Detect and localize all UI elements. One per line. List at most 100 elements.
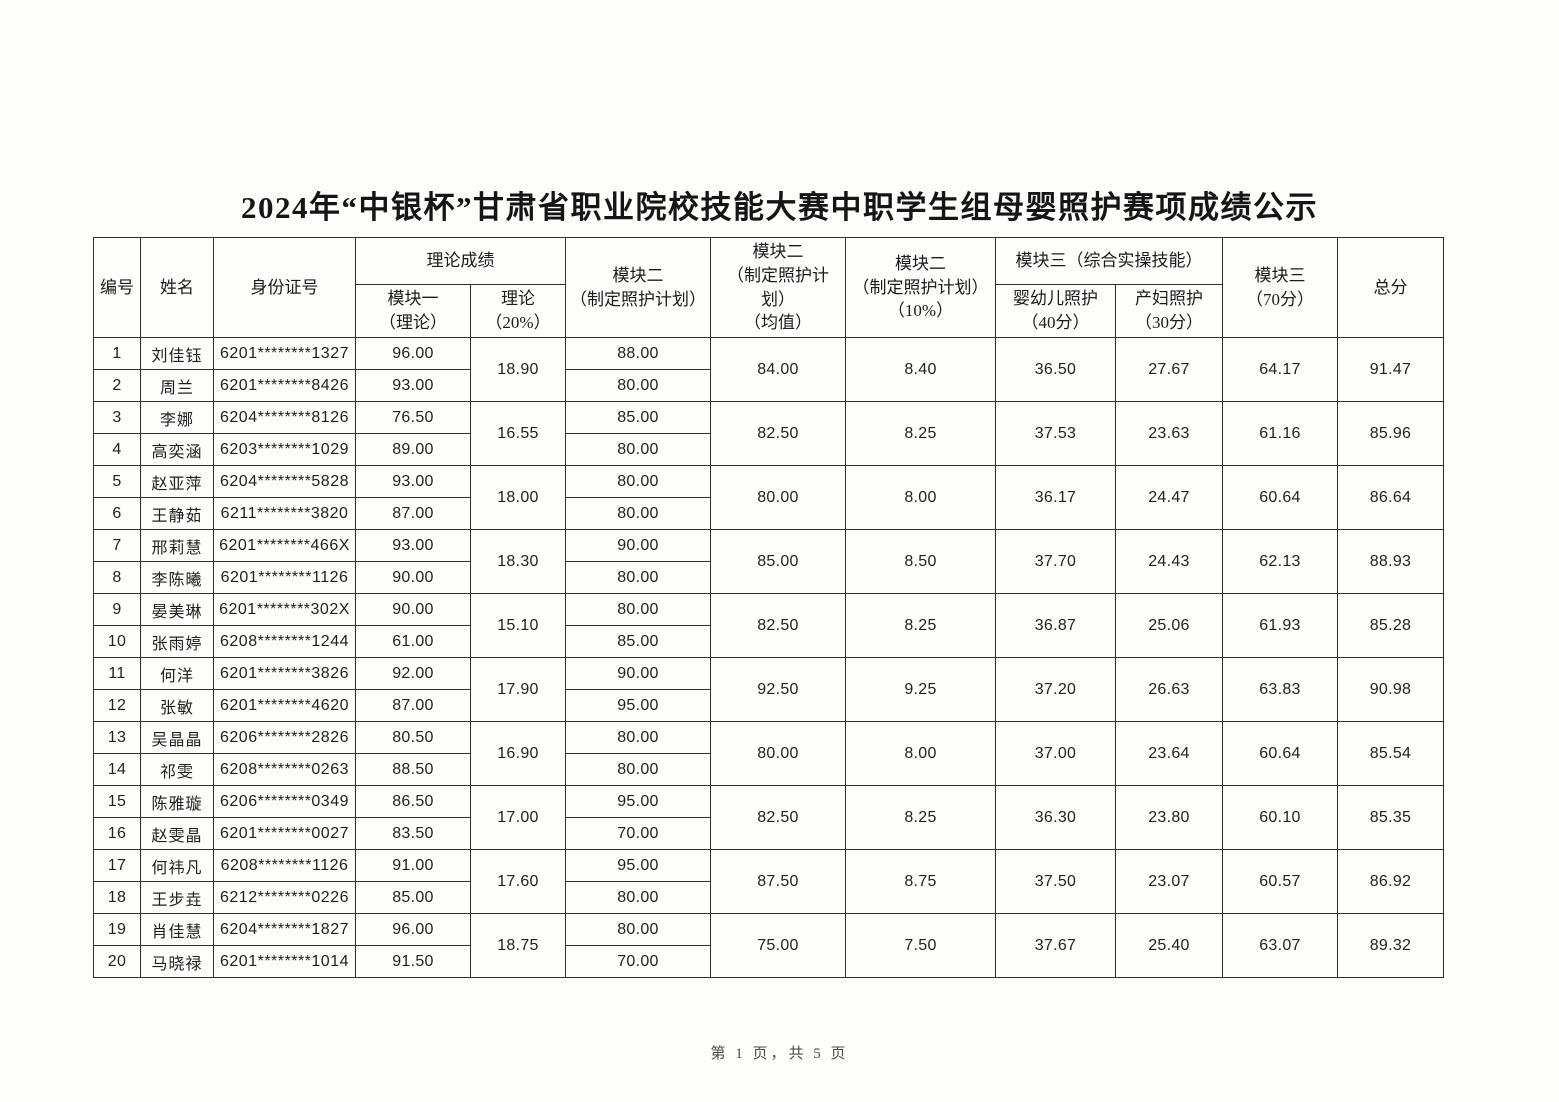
- cell-name: 邢莉慧: [140, 529, 214, 563]
- cell-name: 吴晶晶: [140, 721, 214, 755]
- cell-id: 6204********1827: [213, 913, 356, 947]
- cell-module1: 61.00: [355, 625, 471, 659]
- cell-infant: 36.87: [995, 593, 1116, 659]
- cell-module3: 60.64: [1222, 465, 1338, 531]
- cell-module2-avg: 84.00: [710, 337, 846, 403]
- cell-no: 13: [93, 721, 141, 755]
- cell-name: 何祎凡: [140, 849, 214, 883]
- cell-total: 86.64: [1337, 465, 1444, 531]
- cell-name: 李娜: [140, 401, 214, 435]
- col-header-name: 姓名: [140, 236, 214, 339]
- cell-name: 周兰: [140, 369, 214, 403]
- cell-module1: 87.00: [355, 689, 471, 723]
- cell-module1: 90.00: [355, 561, 471, 595]
- cell-module1: 96.00: [355, 913, 471, 947]
- cell-module2: 80.00: [565, 561, 711, 595]
- cell-module2-pct: 8.25: [845, 785, 996, 851]
- cell-no: 20: [93, 945, 141, 979]
- col-header-theory-group: 理论成绩: [355, 237, 566, 285]
- cell-module1: 88.50: [355, 753, 471, 787]
- cell-no: 8: [93, 561, 141, 595]
- cell-infant: 37.53: [995, 401, 1116, 467]
- cell-id: 6211********3820: [213, 497, 356, 531]
- cell-id: 6201********4620: [213, 689, 356, 723]
- col-header-infant: 婴幼儿照护 （40分）: [995, 283, 1116, 339]
- cell-module1: 91.50: [355, 945, 471, 979]
- cell-module1: 85.00: [355, 881, 471, 915]
- cell-module1: 80.50: [355, 721, 471, 755]
- cell-module2: 80.00: [565, 433, 711, 467]
- cell-name: 晏美琳: [140, 593, 214, 627]
- cell-name: 高奕涵: [140, 433, 214, 467]
- col-header-id: 身份证号: [213, 236, 356, 339]
- cell-no: 4: [93, 433, 141, 467]
- cell-module1: 93.00: [355, 369, 471, 403]
- cell-module2-pct: 8.75: [845, 849, 996, 915]
- cell-module2-pct: 8.00: [845, 721, 996, 787]
- cell-module2: 80.00: [565, 753, 711, 787]
- table-row: 18 王步垚 6212********0226 85.00 80.00: [93, 881, 1444, 915]
- table-row: 1 刘佳钰 6201********1327 96.00 18.90 88.00…: [93, 337, 1444, 403]
- cell-theory20: 17.90: [470, 657, 566, 723]
- cell-module2: 95.00: [565, 689, 711, 723]
- cell-module1: 96.00: [355, 337, 471, 371]
- cell-infant: 36.30: [995, 785, 1116, 851]
- table-row: 8 李陈曦 6201********1126 90.00 80.00: [93, 561, 1444, 595]
- cell-no: 7: [93, 529, 141, 563]
- table-row: 10 张雨婷 6208********1244 61.00 85.00: [93, 625, 1444, 659]
- cell-infant: 37.20: [995, 657, 1116, 723]
- cell-id: 6201********0027: [213, 817, 356, 851]
- cell-no: 15: [93, 785, 141, 819]
- cell-id: 6201********1014: [213, 945, 356, 979]
- cell-name: 肖佳慧: [140, 913, 214, 947]
- cell-module3: 62.13: [1222, 529, 1338, 595]
- cell-id: 6201********1126: [213, 561, 356, 595]
- cell-id: 6208********1126: [213, 849, 356, 883]
- cell-total: 85.35: [1337, 785, 1444, 851]
- cell-module2: 70.00: [565, 817, 711, 851]
- cell-no: 9: [93, 593, 141, 627]
- cell-module2: 85.00: [565, 401, 711, 435]
- cell-no: 6: [93, 497, 141, 531]
- cell-name: 马晓禄: [140, 945, 214, 979]
- cell-module2: 88.00: [565, 337, 711, 371]
- cell-module3: 60.57: [1222, 849, 1338, 915]
- col-header-no: 编号: [93, 236, 141, 339]
- cell-total: 85.54: [1337, 721, 1444, 787]
- col-header-theory20: 理论 （20%）: [470, 283, 566, 339]
- cell-module1: 93.00: [355, 465, 471, 499]
- cell-id: 6203********1029: [213, 433, 356, 467]
- cell-module2-avg: 75.00: [710, 913, 846, 979]
- cell-module2-avg: 82.50: [710, 785, 846, 851]
- cell-total: 86.92: [1337, 849, 1444, 915]
- cell-module3: 60.10: [1222, 785, 1338, 851]
- cell-module1: 91.00: [355, 849, 471, 883]
- cell-module2-avg: 82.50: [710, 401, 846, 467]
- cell-id: 6206********2826: [213, 721, 356, 755]
- cell-name: 李陈曦: [140, 561, 214, 595]
- cell-name: 赵亚萍: [140, 465, 214, 499]
- col-header-module2-avg: 模块二 （制定照护计划） （均值）: [710, 236, 846, 339]
- page-number: 第 1 页，共 5 页: [710, 1046, 849, 1062]
- cell-module1: 90.00: [355, 593, 471, 627]
- cell-name: 陈雅璇: [140, 785, 214, 819]
- col-header-module2-pct: 模块二 （制定照护计划） （10%）: [845, 236, 996, 339]
- cell-theory20: 17.60: [470, 849, 566, 915]
- cell-no: 3: [93, 401, 141, 435]
- cell-module3: 60.64: [1222, 721, 1338, 787]
- table-row: 11 何洋 6201********3826 92.00 17.90 90.00…: [93, 657, 1444, 723]
- cell-module1: 86.50: [355, 785, 471, 819]
- cell-name: 张雨婷: [140, 625, 214, 659]
- cell-name: 祁雯: [140, 753, 214, 787]
- cell-module2: 90.00: [565, 529, 711, 563]
- cell-module3: 64.17: [1222, 337, 1338, 403]
- cell-no: 11: [93, 657, 141, 691]
- cell-name: 张敏: [140, 689, 214, 723]
- table-row: 4 高奕涵 6203********1029 89.00 80.00: [93, 433, 1444, 467]
- cell-module2-avg: 87.50: [710, 849, 846, 915]
- cell-maternal: 23.64: [1115, 721, 1223, 787]
- cell-no: 12: [93, 689, 141, 723]
- cell-no: 16: [93, 817, 141, 851]
- cell-theory20: 18.00: [470, 465, 566, 531]
- table-row: 6 王静茹 6211********3820 87.00 80.00: [93, 497, 1444, 531]
